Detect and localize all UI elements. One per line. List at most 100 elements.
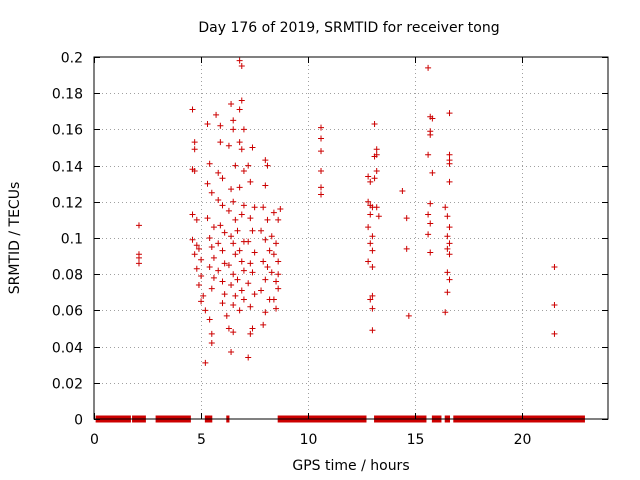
data-point <box>238 146 245 153</box>
data-point <box>245 280 252 287</box>
data-point <box>273 240 280 247</box>
data-point <box>405 312 412 319</box>
data-point <box>425 151 432 158</box>
data-point <box>266 247 273 254</box>
data-point <box>318 148 325 155</box>
data-point <box>427 131 434 138</box>
data-point <box>189 236 196 243</box>
data-point <box>444 289 451 296</box>
data-point <box>230 117 237 124</box>
data-point <box>230 329 237 336</box>
data-point <box>215 169 222 176</box>
data-point <box>258 227 265 234</box>
data-point <box>551 263 558 270</box>
data-point <box>251 204 258 211</box>
y-tick-label: 0.02 <box>52 377 83 393</box>
y-tick-label: 0.06 <box>52 304 83 320</box>
data-point <box>204 180 211 187</box>
data-point <box>232 292 239 299</box>
data-point <box>264 216 271 223</box>
data-point <box>234 276 241 283</box>
x-tick-label: 0 <box>90 432 99 448</box>
data-point <box>444 213 451 220</box>
data-point <box>444 245 451 252</box>
data-point <box>375 213 382 220</box>
data-point <box>215 267 222 274</box>
data-point <box>221 260 228 267</box>
data-point <box>367 296 374 303</box>
data-point <box>371 175 378 182</box>
data-point <box>373 168 380 175</box>
data-point <box>369 305 376 312</box>
y-tick-label: 0.2 <box>61 51 83 67</box>
data-point <box>193 216 200 223</box>
data-point <box>446 160 453 167</box>
y-tick-label: 0.08 <box>52 268 83 284</box>
data-point <box>238 287 245 294</box>
data-point <box>215 196 222 203</box>
data-point <box>318 135 325 142</box>
data-point <box>238 258 245 265</box>
x-tick-label: 5 <box>197 432 206 448</box>
data-point <box>135 260 142 267</box>
y-tick-label: 0.18 <box>52 87 83 103</box>
data-point <box>208 285 215 292</box>
data-point <box>238 63 245 70</box>
x-axis-label: GPS time / hours <box>292 458 409 474</box>
x-tick-label: 20 <box>514 432 532 448</box>
data-point <box>238 97 245 104</box>
data-point <box>202 307 209 314</box>
data-point <box>232 251 239 258</box>
data-point <box>225 325 232 332</box>
data-point <box>234 227 241 234</box>
x-tick-label: 15 <box>407 432 425 448</box>
data-point <box>275 258 282 265</box>
data-point <box>429 115 436 122</box>
data-point <box>191 168 198 175</box>
data-point <box>268 233 275 240</box>
data-point <box>247 330 254 337</box>
data-points <box>95 57 585 423</box>
data-point <box>446 178 453 185</box>
y-tick-label: 0.12 <box>52 196 83 212</box>
data-point <box>236 139 243 146</box>
y-tick-label: 0.16 <box>52 123 83 139</box>
data-point <box>204 120 211 127</box>
data-point <box>208 244 215 251</box>
data-point <box>268 269 275 276</box>
data-point <box>225 207 232 214</box>
data-point <box>399 187 406 194</box>
data-point <box>219 202 226 209</box>
data-point <box>198 273 205 280</box>
data-point <box>219 175 226 182</box>
grid <box>94 57 608 419</box>
data-point <box>230 240 237 247</box>
data-point <box>446 251 453 258</box>
data-point <box>225 262 232 269</box>
data-point <box>365 224 372 231</box>
data-point <box>270 296 277 303</box>
data-point <box>373 204 380 211</box>
data-point <box>217 122 224 129</box>
data-point <box>251 249 258 256</box>
data-point <box>232 216 239 223</box>
data-point <box>236 106 243 113</box>
data-point <box>208 339 215 346</box>
data-point <box>369 327 376 334</box>
data-point <box>403 215 410 222</box>
y-axis-label: SRMTID / TECUs <box>7 182 23 295</box>
data-point <box>135 254 142 261</box>
data-point <box>206 316 213 323</box>
data-point <box>200 292 207 299</box>
data-point <box>427 200 434 207</box>
x-tick-label: 10 <box>300 432 318 448</box>
data-point <box>195 282 202 289</box>
data-point <box>270 251 277 258</box>
data-point <box>189 106 196 113</box>
data-point <box>365 198 372 205</box>
data-point <box>219 278 226 285</box>
data-point <box>245 238 252 245</box>
data-point <box>210 224 217 231</box>
data-point <box>225 142 232 149</box>
